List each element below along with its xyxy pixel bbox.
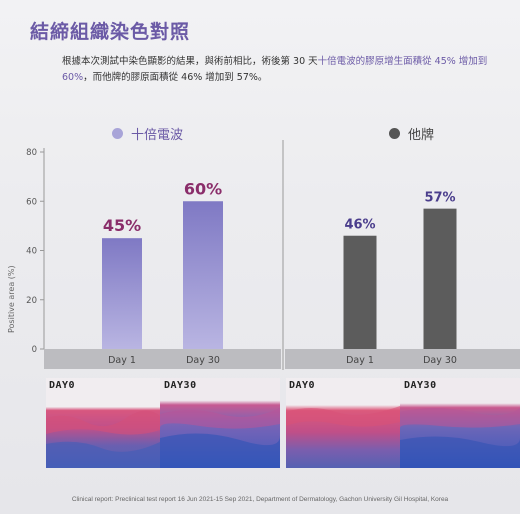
data-label-brand-1: 45% bbox=[103, 216, 141, 235]
histology-label-other-day30: DAY30 bbox=[404, 380, 437, 391]
y-tick-label: 20 bbox=[26, 296, 37, 306]
page-title: 結締組織染色對照 bbox=[30, 21, 191, 43]
description-highlight: 十倍電波的膠原增生面積從 45% 增加到 60% bbox=[62, 56, 488, 83]
histology-image-other-day30 bbox=[400, 378, 520, 468]
x-tick-label-brand-1: Day 1 bbox=[108, 355, 136, 366]
data-label-brand-2: 60% bbox=[184, 179, 222, 198]
histology-image-brand-day0 bbox=[46, 378, 160, 468]
bar-other-1 bbox=[343, 235, 377, 349]
data-label-other-2: 57% bbox=[424, 191, 455, 206]
x-tick-label-other-1: Day 1 bbox=[346, 355, 374, 366]
legend-label-other: 他牌 bbox=[408, 128, 435, 143]
data-label-other-1: 46% bbox=[344, 218, 375, 233]
legend-item-brand: 十倍電波 bbox=[112, 124, 183, 143]
x-tick-label-brand-2: Day 30 bbox=[186, 355, 220, 366]
legend-label-brand: 十倍電波 bbox=[131, 128, 184, 143]
y-tick-label: 0 bbox=[32, 345, 37, 355]
bar-brand-1 bbox=[102, 238, 142, 349]
y-axis-title: Positive area (%) bbox=[7, 265, 16, 333]
x-axis-band-other bbox=[285, 349, 520, 369]
legend-item-other: 他牌 bbox=[389, 124, 434, 143]
legend-dot-other bbox=[389, 128, 400, 139]
histology-label-brand-day30: DAY30 bbox=[164, 380, 197, 391]
histology-image-other-day0 bbox=[286, 378, 400, 468]
description-part2: ，而他牌的膠原面積從 46% 增加到 57%。 bbox=[83, 72, 268, 83]
y-tick-label: 40 bbox=[26, 247, 37, 257]
histology-label-brand-day0: DAY0 bbox=[49, 380, 76, 391]
description: 根據本次測試中染色顯影的結果，與術前相比，術後第 30 天十倍電波的膠原增生面積… bbox=[62, 54, 492, 86]
x-axis-band-brand bbox=[44, 349, 281, 369]
legend-dot-brand bbox=[112, 128, 123, 139]
y-tick-label: 80 bbox=[26, 148, 37, 158]
histology-image-brand-day30 bbox=[160, 378, 280, 468]
histology-label-other-day0: DAY0 bbox=[289, 380, 316, 391]
bar-brand-2 bbox=[183, 201, 223, 349]
description-part1: 根據本次測試中染色顯影的結果，與術前相比，術後第 30 天 bbox=[62, 56, 318, 67]
footer-citation: Clinical report: Preclinical test report… bbox=[71, 496, 449, 503]
y-tick-label: 60 bbox=[26, 197, 37, 207]
x-tick-label-other-2: Day 30 bbox=[423, 355, 457, 366]
bar-other-2 bbox=[423, 208, 457, 349]
